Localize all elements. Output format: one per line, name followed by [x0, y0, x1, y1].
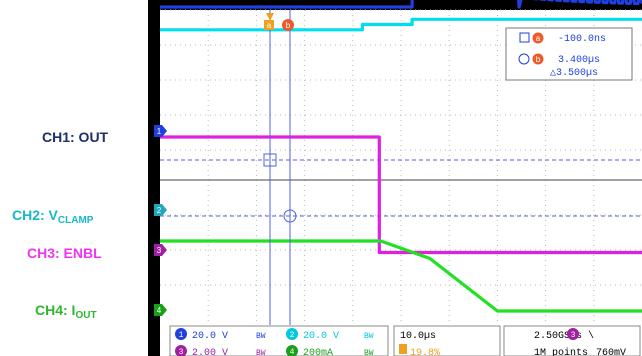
cursor-readout: a b -100.0ns 3.400µs △3.500µs [505, 27, 633, 81]
ch1-bw-icon: BW [256, 332, 266, 341]
cursor-b-circle-icon [518, 53, 530, 65]
ch3-bw-icon: BW [256, 349, 266, 356]
ch4-scale-badge-text: 4 [290, 348, 295, 356]
ch1-label: CH1: OUT [42, 129, 109, 145]
trace-1 [160, 0, 642, 9]
cursor-a-top-badge-text: a [267, 21, 272, 30]
trigger-source-text: 3 [571, 331, 576, 340]
trigger-position-icon [399, 344, 407, 354]
svg-text:3: 3 [157, 246, 162, 255]
cursor-b-badge-text: b [536, 55, 541, 64]
ch2-scale: 20.0 V [303, 331, 339, 342]
trace-4 [160, 239, 642, 313]
trigger-level: 760mV [596, 348, 626, 356]
cursor-a-square-icon [263, 153, 277, 167]
trigger-source-badge [567, 328, 579, 340]
ch1-scale-badge [175, 328, 187, 340]
cursor-b-badge [532, 53, 544, 65]
ch3-scale-badge-text: 3 [179, 348, 184, 356]
ch4-scale: 200mA [303, 348, 333, 356]
ch1-marker: 1 [154, 125, 167, 137]
trigger-slope: \ [588, 330, 594, 342]
ch2-marker: 2 [154, 204, 167, 216]
svg-text:1: 1 [157, 127, 162, 136]
cursor-b-circle-icon [283, 209, 297, 223]
ch3-marker: 3 [154, 244, 167, 256]
cursors: ba [263, 10, 297, 325]
ch2-bw-icon: BW [364, 332, 374, 341]
reference-lines [160, 159, 642, 217]
cursor-a-top-badge [264, 20, 274, 30]
timebase: 10.0µs [400, 331, 436, 342]
ch3-scale: 2.00 V [192, 348, 228, 356]
cursor-b-value: 3.400µs [558, 55, 600, 66]
trace-2 [160, 17, 642, 32]
ch2-scale-badge [286, 328, 298, 340]
ch4-label: CH4: IOUT [35, 302, 97, 321]
ch4-marker: 4 [154, 304, 167, 316]
ch2-scale-badge-text: 2 [290, 331, 295, 340]
ch2-label: CH2: VCLAMP [12, 207, 94, 226]
svg-text:2: 2 [157, 206, 162, 215]
cursor-a-badge-text: a [536, 34, 541, 43]
ch4-scale-badge [286, 345, 298, 356]
cursor-delta-value: △3.500µs [550, 68, 598, 79]
cursor-a-square-icon [519, 32, 530, 43]
cursor-a-badge [532, 32, 544, 44]
ch4-bw-icon: BW [364, 349, 374, 356]
channel-markers: 1 2 3 4 [154, 125, 167, 316]
cursor-b-top-badge-text: b [286, 21, 291, 30]
trigger-position: 19.8% [410, 348, 440, 356]
readout-bar: 1 20.0 V BW 3 2.00 V BW 2 20.0 V BW 4 20… [160, 325, 642, 356]
cursor-b-top-badge [282, 19, 294, 31]
record-length: 1M points [534, 347, 588, 356]
ch1-scale: 20.0 V [192, 331, 228, 342]
ch1-scale-badge-text: 1 [179, 331, 184, 340]
graticule [160, 9, 642, 325]
trigger-time-marker [266, 13, 274, 21]
ch3-label: CH3: ENBL [27, 245, 102, 261]
ch3-scale-badge [175, 345, 187, 356]
cursor-a-value: -100.0ns [558, 34, 606, 45]
svg-text:4: 4 [157, 306, 162, 315]
